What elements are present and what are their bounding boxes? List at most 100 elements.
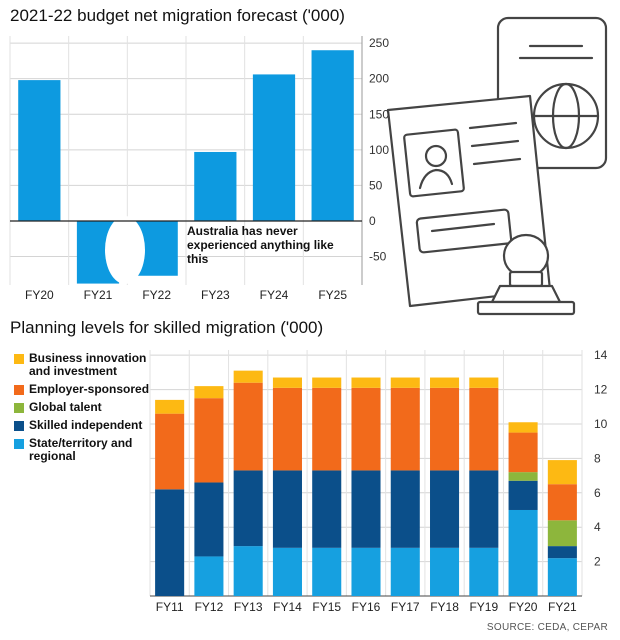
x-tick-label: FY21 xyxy=(548,600,577,614)
x-tick-label: FY18 xyxy=(430,600,459,614)
bar-segment xyxy=(233,370,263,383)
net-migration-chart: -50 0 50 100 150 200 250 FY20 FY21 FY22 FY23 FY24 FY… xyxy=(9,36,389,302)
y-tick-label: 8 xyxy=(594,451,601,465)
bar-segment xyxy=(194,398,224,483)
bar-segment xyxy=(155,413,185,490)
bar-segment xyxy=(233,470,263,547)
bar-segment xyxy=(547,558,577,596)
y-tick-label: 12 xyxy=(594,383,608,397)
bar-segment xyxy=(272,377,302,388)
bar-segment xyxy=(390,387,420,471)
bar-segment xyxy=(155,489,185,596)
chart1-annotation: Australia has never experienced anything… xyxy=(187,224,334,266)
legend-item-state-territory: State/territory and regional xyxy=(14,437,154,463)
bar-segment xyxy=(312,377,342,388)
y-tick-label: 2 xyxy=(594,555,601,569)
legend-item-business-innovation: Business innovation and investment xyxy=(14,352,154,378)
y-tick-label: 200 xyxy=(369,72,389,86)
bar-segment xyxy=(351,547,381,596)
bar-segment xyxy=(312,547,342,596)
y-tick-label: 100 xyxy=(369,143,389,157)
bar-segment xyxy=(272,547,302,596)
bar-segment xyxy=(547,546,577,559)
bar-segment xyxy=(155,399,185,414)
chart2-title: Planning levels for skilled migration ('… xyxy=(10,318,324,337)
bar-segment xyxy=(430,387,460,471)
bar-segment xyxy=(194,386,224,399)
y-tick-label: 150 xyxy=(369,107,389,121)
y-tick-label: 6 xyxy=(594,486,601,500)
x-tick-label: FY13 xyxy=(234,600,263,614)
bar-segment xyxy=(508,472,538,481)
bar-segment xyxy=(194,556,224,596)
bar-segment xyxy=(508,509,538,596)
x-tick-label: FY20 xyxy=(509,600,538,614)
x-tick-label: FY23 xyxy=(201,288,230,302)
bar-segment xyxy=(547,460,577,485)
bar-segment xyxy=(469,377,499,388)
bar-segment xyxy=(233,546,263,596)
bar-segment xyxy=(547,484,577,521)
legend-item-employer-sponsored: Employer-sponsored xyxy=(14,383,154,396)
legend-label: Global talent xyxy=(29,400,102,414)
chart2-legend: Business innovation and investment Emplo… xyxy=(14,352,154,468)
y-tick-label: 10 xyxy=(594,417,608,431)
x-tick-label: FY21 xyxy=(84,288,113,302)
x-tick-label: FY22 xyxy=(142,288,171,302)
bar-segment xyxy=(351,470,381,548)
bar-segment xyxy=(351,387,381,471)
bar-segment xyxy=(547,520,577,547)
legend-swatch xyxy=(14,385,24,395)
bar-segment xyxy=(351,377,381,388)
chart1-title: 2021-22 budget net migration forecast ('… xyxy=(10,6,345,25)
bar-segment xyxy=(469,547,499,596)
legend-label: Skilled independent xyxy=(29,418,143,432)
x-tick-label: FY12 xyxy=(195,600,224,614)
bar-segment xyxy=(272,387,302,471)
bar-segment xyxy=(312,470,342,548)
x-tick-label: FY11 xyxy=(156,600,184,614)
legend-item-global-talent: Global talent xyxy=(14,401,154,414)
bar-segment xyxy=(390,377,420,388)
bar-segment xyxy=(469,387,499,471)
legend-swatch xyxy=(14,403,24,413)
x-tick-label: FY16 xyxy=(352,600,381,614)
legend-swatch xyxy=(14,421,24,431)
source-note: SOURCE: CEDA, CEPAR xyxy=(486,622,608,633)
skilled-migration-chart: 2 4 6 8 10 12 14 FY11 FY12 FY13 FY14 FY15 FY16 FY17 FY… xyxy=(149,348,608,614)
bar-segment xyxy=(272,470,302,548)
x-tick-label: FY15 xyxy=(312,600,341,614)
legend-label: Employer-sponsored xyxy=(29,382,150,396)
bar-segment xyxy=(430,547,460,596)
legend-item-skilled-independent: Skilled independent xyxy=(14,419,154,432)
legend-label: State/territory and regional xyxy=(29,436,133,463)
bar-segment xyxy=(233,382,263,471)
x-tick-label: FY14 xyxy=(273,600,302,614)
bar xyxy=(18,80,61,221)
bar-segment xyxy=(194,482,224,557)
y-tick-label: 4 xyxy=(594,520,601,534)
legend-label: Business innovation and investment xyxy=(29,351,147,378)
x-tick-label: FY25 xyxy=(318,288,347,302)
legend-swatch xyxy=(14,439,24,449)
y-tick-label: 14 xyxy=(594,348,608,362)
bar-segment xyxy=(390,547,420,596)
x-tick-label: FY24 xyxy=(260,288,289,302)
annotation-bubble xyxy=(105,216,145,284)
bar-segment xyxy=(508,432,538,473)
bar-segment xyxy=(430,377,460,388)
bar-segment xyxy=(508,480,538,510)
passport-stamp-illustration xyxy=(386,16,608,316)
bar-segment xyxy=(508,422,538,433)
bar-segment xyxy=(312,387,342,471)
bar xyxy=(252,74,296,221)
y-tick-label: 0 xyxy=(369,214,376,228)
x-tick-label: FY20 xyxy=(25,288,54,302)
bar xyxy=(311,50,354,221)
y-tick-label: 250 xyxy=(369,36,389,50)
y-tick-label: -50 xyxy=(369,250,387,264)
x-tick-label: FY17 xyxy=(391,600,420,614)
legend-swatch xyxy=(14,354,24,364)
x-tick-label: FY19 xyxy=(469,600,498,614)
